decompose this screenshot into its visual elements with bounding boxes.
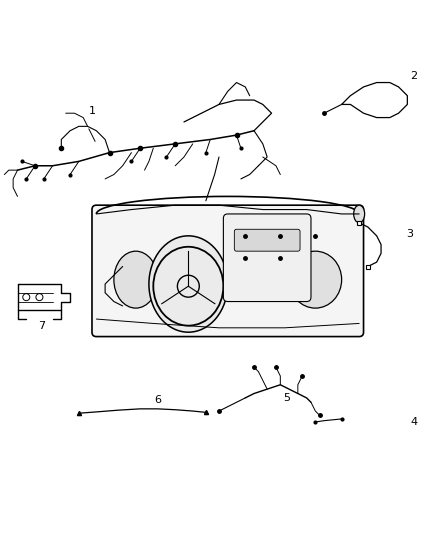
Text: 4: 4 xyxy=(410,417,417,427)
Text: 1: 1 xyxy=(88,106,95,116)
Text: 7: 7 xyxy=(38,321,45,330)
Text: 6: 6 xyxy=(154,395,161,405)
Ellipse shape xyxy=(353,205,364,223)
Text: 3: 3 xyxy=(406,229,413,239)
Text: 5: 5 xyxy=(283,393,290,403)
Ellipse shape xyxy=(149,236,228,332)
Ellipse shape xyxy=(114,251,158,308)
FancyBboxPatch shape xyxy=(234,229,300,251)
Ellipse shape xyxy=(289,251,342,308)
Text: 2: 2 xyxy=(410,71,417,81)
FancyBboxPatch shape xyxy=(223,214,311,302)
FancyBboxPatch shape xyxy=(92,205,364,336)
